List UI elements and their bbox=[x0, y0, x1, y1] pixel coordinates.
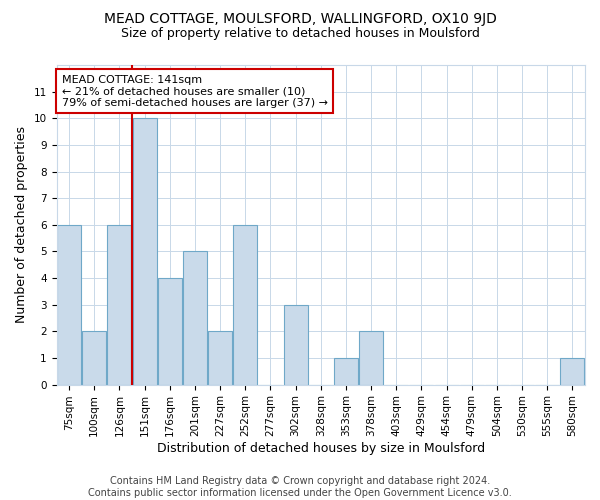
Text: MEAD COTTAGE, MOULSFORD, WALLINGFORD, OX10 9JD: MEAD COTTAGE, MOULSFORD, WALLINGFORD, OX… bbox=[104, 12, 496, 26]
Text: Size of property relative to detached houses in Moulsford: Size of property relative to detached ho… bbox=[121, 28, 479, 40]
Bar bbox=[560, 358, 584, 384]
Bar bbox=[208, 332, 232, 384]
Bar bbox=[158, 278, 182, 384]
Bar bbox=[82, 332, 106, 384]
Bar bbox=[183, 252, 207, 384]
Bar bbox=[107, 225, 131, 384]
Bar bbox=[57, 225, 81, 384]
Bar bbox=[133, 118, 157, 384]
Text: Contains HM Land Registry data © Crown copyright and database right 2024.
Contai: Contains HM Land Registry data © Crown c… bbox=[88, 476, 512, 498]
Bar bbox=[233, 225, 257, 384]
X-axis label: Distribution of detached houses by size in Moulsford: Distribution of detached houses by size … bbox=[157, 442, 485, 455]
Bar bbox=[359, 332, 383, 384]
Text: MEAD COTTAGE: 141sqm
← 21% of detached houses are smaller (10)
79% of semi-detac: MEAD COTTAGE: 141sqm ← 21% of detached h… bbox=[62, 74, 328, 108]
Bar bbox=[334, 358, 358, 384]
Bar bbox=[284, 304, 308, 384]
Y-axis label: Number of detached properties: Number of detached properties bbox=[15, 126, 28, 324]
